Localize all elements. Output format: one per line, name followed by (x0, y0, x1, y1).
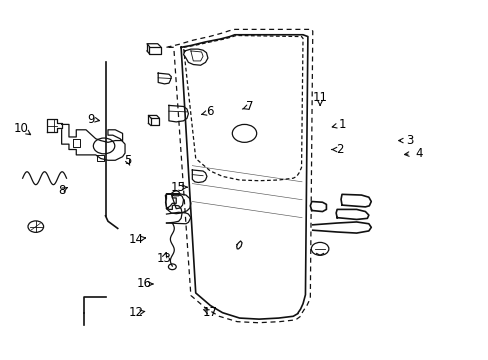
Text: 1: 1 (338, 118, 345, 131)
Text: 12: 12 (128, 306, 143, 319)
Text: 6: 6 (206, 105, 214, 118)
Text: 8: 8 (58, 184, 65, 197)
Text: 16: 16 (137, 278, 152, 291)
Text: 5: 5 (123, 154, 131, 167)
Text: 7: 7 (245, 100, 253, 113)
Text: 11: 11 (312, 91, 327, 104)
Text: 17: 17 (203, 306, 218, 319)
Text: 13: 13 (156, 252, 171, 265)
Text: 4: 4 (414, 147, 422, 159)
Text: 3: 3 (406, 134, 413, 147)
Text: 15: 15 (170, 181, 185, 194)
Polygon shape (340, 194, 370, 207)
Polygon shape (310, 202, 326, 212)
Text: 9: 9 (87, 113, 95, 126)
Text: 14: 14 (128, 233, 143, 246)
Polygon shape (312, 222, 370, 233)
Text: 2: 2 (335, 143, 343, 156)
Text: 10: 10 (14, 122, 29, 135)
Polygon shape (335, 210, 368, 220)
